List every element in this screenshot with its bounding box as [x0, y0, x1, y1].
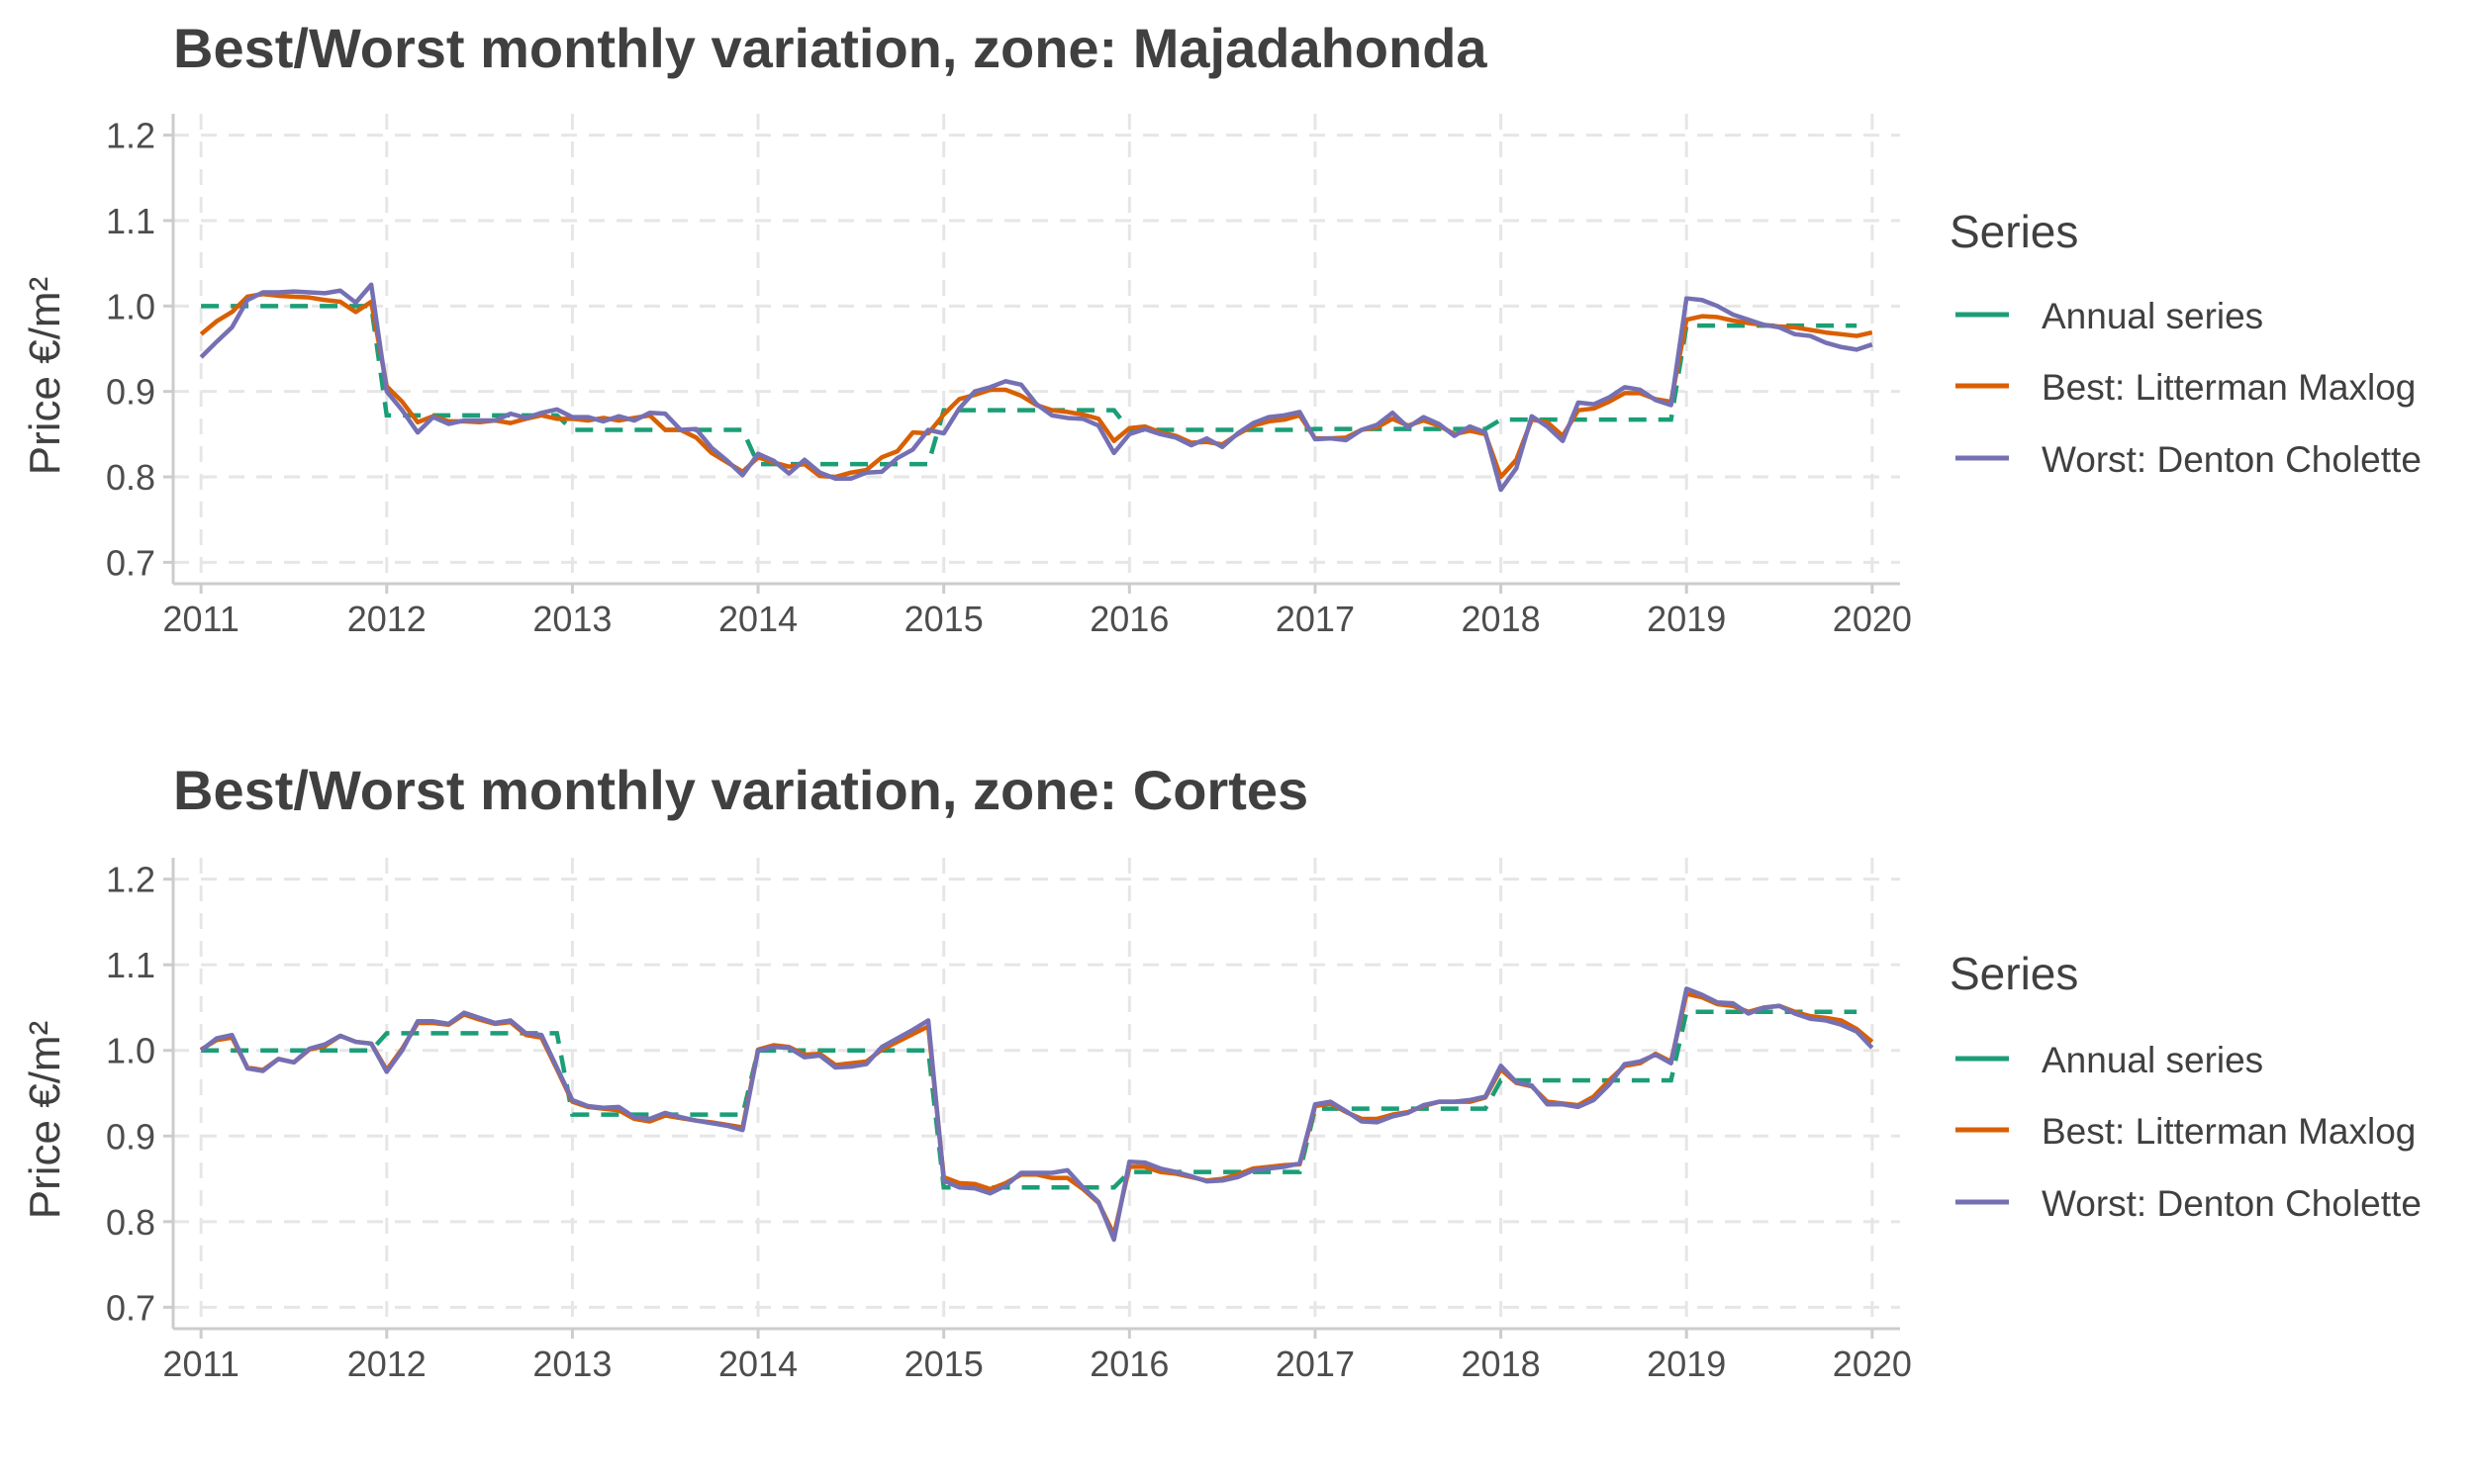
x-tick-label: 2014: [718, 599, 798, 639]
y-tick-label: 1.1: [106, 201, 155, 241]
legend: Series Annual series Best: Litterman Max…: [1950, 948, 2422, 1224]
x-tick-label: 2014: [718, 1344, 798, 1384]
chart-title: Best/Worst monthly variation, zone: Cort…: [173, 759, 1308, 821]
chart-panel-cortes: Best/Worst monthly variation, zone: Cort…: [21, 759, 2422, 1384]
x-tick-label: 2017: [1276, 1344, 1355, 1384]
legend-entry-annual: Annual series: [2042, 296, 2263, 336]
x-tick-label: 2011: [162, 1344, 238, 1384]
y-axis-label: Price €/m²: [21, 277, 69, 475]
y-tick-label: 1.0: [106, 286, 155, 326]
series-line-best: [199, 291, 1873, 480]
legend-entry-worst: Worst: Denton Cholette: [2042, 1183, 2422, 1224]
x-tick-label: 2019: [1647, 1344, 1726, 1384]
x-tick-label: 2015: [904, 1344, 984, 1384]
y-tick-label: 0.9: [106, 1116, 155, 1157]
legend-entry-best: Best: Litterman Maxlog: [2042, 1111, 2416, 1152]
x-tick-label: 2012: [347, 1344, 427, 1384]
legend-title: Series: [1950, 206, 2078, 257]
y-tick-label: 1.2: [106, 860, 155, 900]
chart-panel-majadahonda: Best/Worst monthly variation, zone: Maja…: [21, 17, 2422, 639]
x-tick-label: 2011: [162, 599, 238, 639]
x-tick-label: 2015: [904, 599, 984, 639]
y-tick-label: 0.9: [106, 372, 155, 413]
x-tick-label: 2018: [1462, 1344, 1541, 1384]
legend-entry-best: Best: Litterman Maxlog: [2042, 367, 2416, 408]
series-line-best: [199, 991, 1874, 1238]
series-line-worst: [199, 986, 1874, 1243]
legend: Series Annual series Best: Litterman Max…: [1950, 206, 2422, 480]
y-tick-label: 0.8: [106, 457, 155, 498]
y-tick-label: 1.1: [106, 945, 155, 985]
legend-title: Series: [1950, 948, 2078, 999]
series-line-annual: [201, 304, 1857, 467]
x-tick-label: 2016: [1090, 599, 1169, 639]
series-line-annual: [201, 1009, 1857, 1190]
y-tick-label: 1.0: [106, 1031, 155, 1071]
y-tick-label: 1.2: [106, 116, 155, 156]
x-tick-label: 2019: [1647, 599, 1726, 639]
chart-title: Best/Worst monthly variation, zone: Maja…: [173, 17, 1487, 79]
x-tick-label: 2012: [347, 599, 427, 639]
legend-entry-worst: Worst: Denton Cholette: [2042, 439, 2422, 480]
y-tick-label: 0.8: [106, 1202, 155, 1243]
y-axis-label: Price €/m²: [21, 1021, 69, 1219]
x-tick-label: 2020: [1833, 599, 1912, 639]
x-tick-label: 2016: [1090, 1344, 1169, 1384]
y-tick-label: 0.7: [106, 542, 155, 583]
x-tick-label: 2013: [532, 1344, 612, 1384]
x-tick-label: 2018: [1462, 599, 1541, 639]
x-tick-label: 2013: [532, 599, 612, 639]
y-tick-label: 0.7: [106, 1287, 155, 1328]
x-tick-label: 2020: [1833, 1344, 1912, 1384]
legend-entry-annual: Annual series: [2042, 1040, 2263, 1080]
x-tick-label: 2017: [1276, 599, 1355, 639]
series-line-worst: [199, 282, 1873, 493]
